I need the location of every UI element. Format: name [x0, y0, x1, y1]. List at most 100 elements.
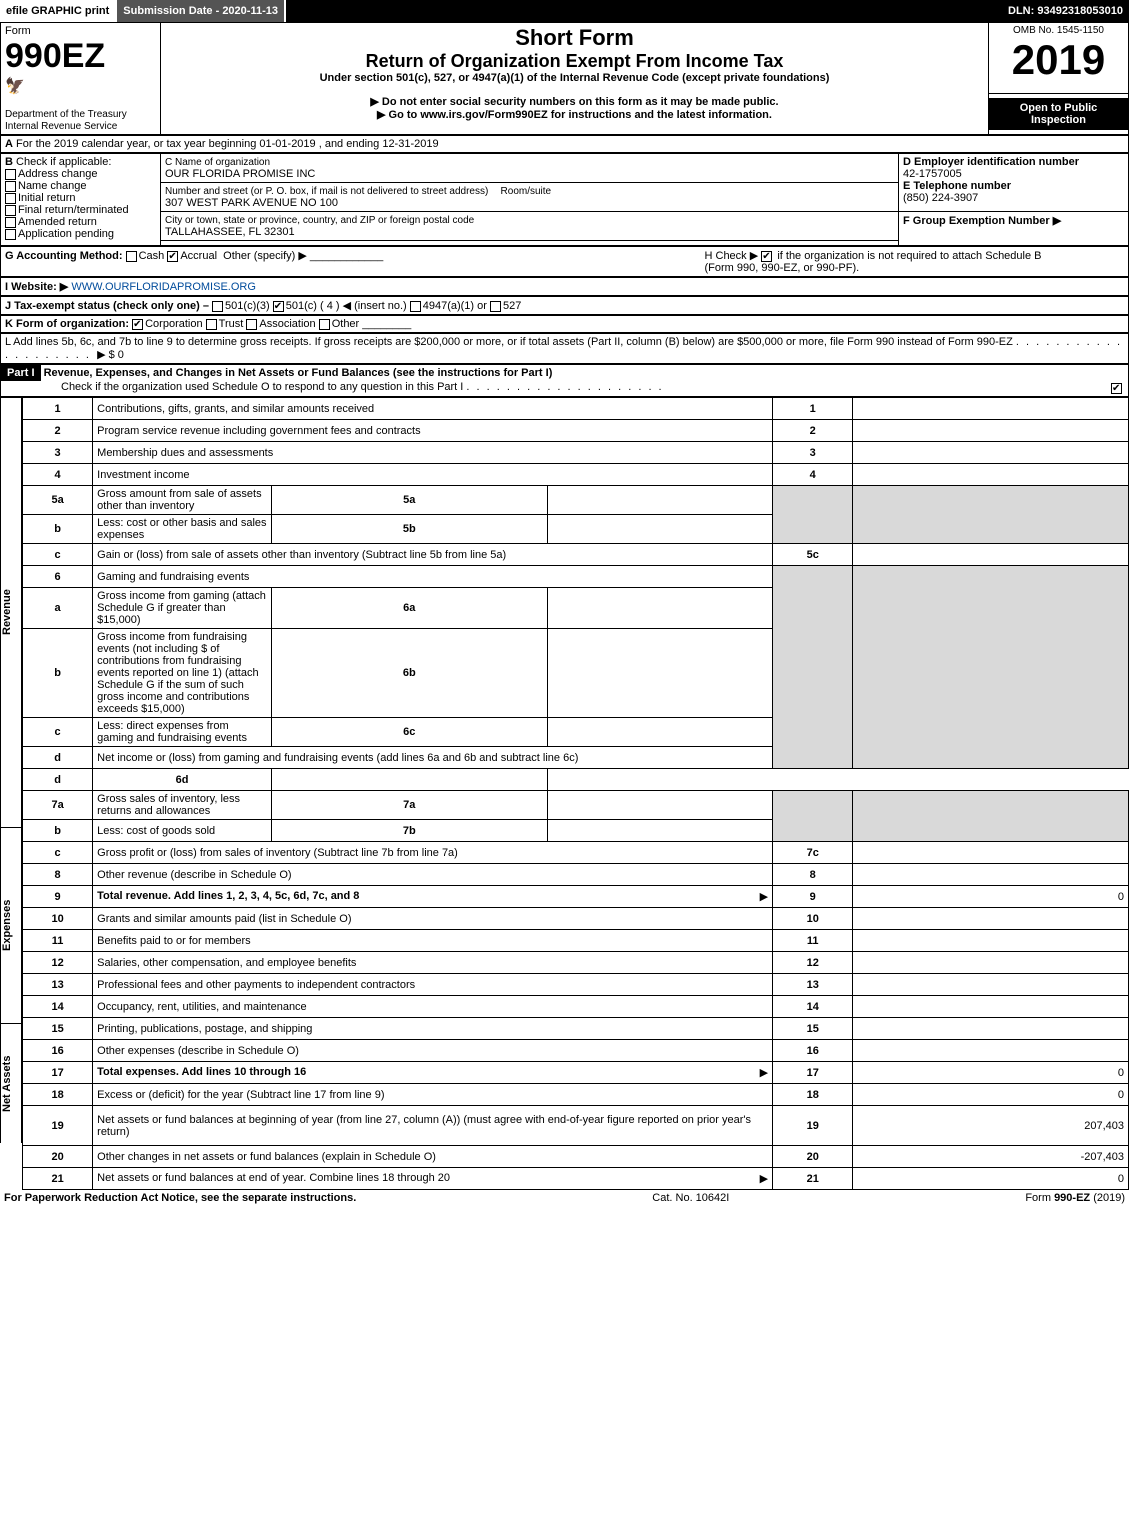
ln15-r: 15: [773, 1018, 853, 1040]
e-phone: (850) 224-3907: [903, 192, 978, 204]
ln10-text: Grants and similar amounts paid (list in…: [93, 908, 773, 930]
ln15-text: Printing, publications, postage, and shi…: [93, 1018, 773, 1040]
ln7a-sub: 7a: [271, 791, 547, 820]
ck-501c[interactable]: [273, 301, 284, 312]
ck-corp[interactable]: [132, 319, 143, 330]
ln5a-subamt: [547, 486, 773, 515]
ln6c-sub: 6c: [271, 718, 547, 747]
ln21-r: 21: [773, 1168, 853, 1190]
goto-link[interactable]: ▶ Go to www.irs.gov/Form990EZ for instru…: [165, 108, 984, 121]
ck-name-change[interactable]: [5, 181, 16, 192]
topbar-spacer: [286, 0, 1002, 22]
ln2-r: 2: [773, 420, 853, 442]
ln12-amt: [853, 952, 1129, 974]
ln2-amt: [853, 420, 1129, 442]
ck-schedule-o[interactable]: [1111, 383, 1122, 394]
page-footer: For Paperwork Reduction Act Notice, see …: [0, 1190, 1129, 1206]
ck-address-change[interactable]: [5, 169, 16, 180]
ck-application-pending[interactable]: [5, 229, 16, 240]
ln8-r: 8: [773, 864, 853, 886]
ln11-text: Benefits paid to or for members: [93, 930, 773, 952]
g-label: G Accounting Method:: [5, 250, 123, 262]
ln17-amt: 0: [853, 1062, 1129, 1084]
ln6d-amt: [271, 769, 547, 791]
ck-amended-return[interactable]: [5, 217, 16, 228]
title-main: Return of Organization Exempt From Incom…: [165, 51, 984, 72]
ln7a-text: Gross sales of inventory, less returns a…: [93, 791, 272, 820]
street-label: Number and street (or P. O. box, if mail…: [165, 186, 488, 197]
ln9-text: Total revenue. Add lines 1, 2, 3, 4, 5c,…: [97, 890, 359, 902]
ln17-text: Total expenses. Add lines 10 through 16: [97, 1066, 306, 1078]
ck-h[interactable]: [761, 251, 772, 262]
ln7a-num: 7a: [23, 791, 93, 820]
k-label: K Form of organization:: [5, 318, 129, 330]
ln17-r: 17: [773, 1062, 853, 1084]
ln6-shade: [773, 566, 853, 769]
ck-other-org[interactable]: [319, 319, 330, 330]
part1-check-text: Check if the organization used Schedule …: [1, 381, 463, 393]
ln3-r: 3: [773, 442, 853, 464]
ln6b-subamt: [547, 629, 773, 718]
top-bar: efile GRAPHIC print Submission Date - 20…: [0, 0, 1129, 22]
website-link[interactable]: WWW.OURFLORIDAPROMISE.ORG: [71, 281, 256, 293]
ln1-r: 1: [773, 398, 853, 420]
ln19-amt: 207,403: [853, 1106, 1129, 1146]
subtitle: Under section 501(c), 527, or 4947(a)(1)…: [165, 72, 984, 84]
ck-cash[interactable]: [126, 251, 137, 262]
ln11-r: 11: [773, 930, 853, 952]
d-ein-label: D Employer identification number: [903, 156, 1079, 168]
arrow-icon: ▶: [760, 890, 768, 903]
ln5c-text: Gain or (loss) from sale of assets other…: [93, 544, 773, 566]
h-text1: H Check ▶: [705, 250, 759, 262]
ln6d-r: 6d: [93, 769, 272, 791]
ck-initial-return[interactable]: [5, 193, 16, 204]
ln6a-subamt: [547, 588, 773, 629]
ln14-num: 14: [23, 996, 93, 1018]
ln18-r: 18: [773, 1084, 853, 1106]
ck-final-return[interactable]: [5, 205, 16, 216]
lines-table: 1 Contributions, gifts, grants, and simi…: [22, 397, 1129, 1190]
ln14-text: Occupancy, rent, utilities, and maintena…: [93, 996, 773, 1018]
lbl-address-change: Address change: [18, 168, 98, 180]
ck-assoc[interactable]: [246, 319, 257, 330]
ln7c-amt: [853, 842, 1129, 864]
tax-year: 2019: [993, 36, 1124, 84]
ln12-r: 12: [773, 952, 853, 974]
ck-4947a1[interactable]: [410, 301, 421, 312]
form-word: Form: [5, 25, 31, 37]
ln6-shade-amt: [853, 566, 1129, 769]
ck-accrual[interactable]: [167, 251, 178, 262]
ln4-text: Investment income: [93, 464, 773, 486]
ln8-num: 8: [23, 864, 93, 886]
ln13-text: Professional fees and other payments to …: [93, 974, 773, 996]
efile-graphic-print[interactable]: efile GRAPHIC print: [0, 0, 117, 22]
submission-date: Submission Date - 2020-11-13: [117, 0, 286, 22]
ln14-r: 14: [773, 996, 853, 1018]
j-label: J Tax-exempt status (check only one) –: [5, 300, 209, 312]
ln6d-text: Net income or (loss) from gaming and fun…: [93, 747, 773, 769]
ck-501c3[interactable]: [212, 301, 223, 312]
ln20-num: 20: [23, 1146, 93, 1168]
ln3-num: 3: [23, 442, 93, 464]
ln20-amt: -207,403: [853, 1146, 1129, 1168]
ln7b-subamt: [547, 820, 773, 842]
period-line-a: A For the 2019 calendar year, or tax yea…: [1, 136, 1129, 153]
lbl-application-pending: Application pending: [18, 228, 114, 240]
ck-527[interactable]: [490, 301, 501, 312]
f-group-exemption: F Group Exemption Number ▶: [903, 215, 1061, 227]
ln6c-text: Less: direct expenses from gaming and fu…: [93, 718, 272, 747]
ln9-num: 9: [23, 886, 93, 908]
lbl-corp: Corporation: [145, 318, 202, 330]
ln5a-text: Gross amount from sale of assets other t…: [93, 486, 272, 515]
ln7c-r: 7c: [773, 842, 853, 864]
ln6-num: 6: [23, 566, 93, 588]
city: TALLAHASSEE, FL 32301: [165, 226, 295, 238]
ln2-num: 2: [23, 420, 93, 442]
ln5-shade-amt: [853, 486, 1129, 544]
ln19-r: 19: [773, 1106, 853, 1146]
ln6b-text: Gross income from fundraising events (no…: [93, 629, 272, 718]
ln7c-num: c: [23, 842, 93, 864]
ck-trust[interactable]: [206, 319, 217, 330]
lbl-initial-return: Initial return: [18, 192, 75, 204]
ln12-num: 12: [23, 952, 93, 974]
